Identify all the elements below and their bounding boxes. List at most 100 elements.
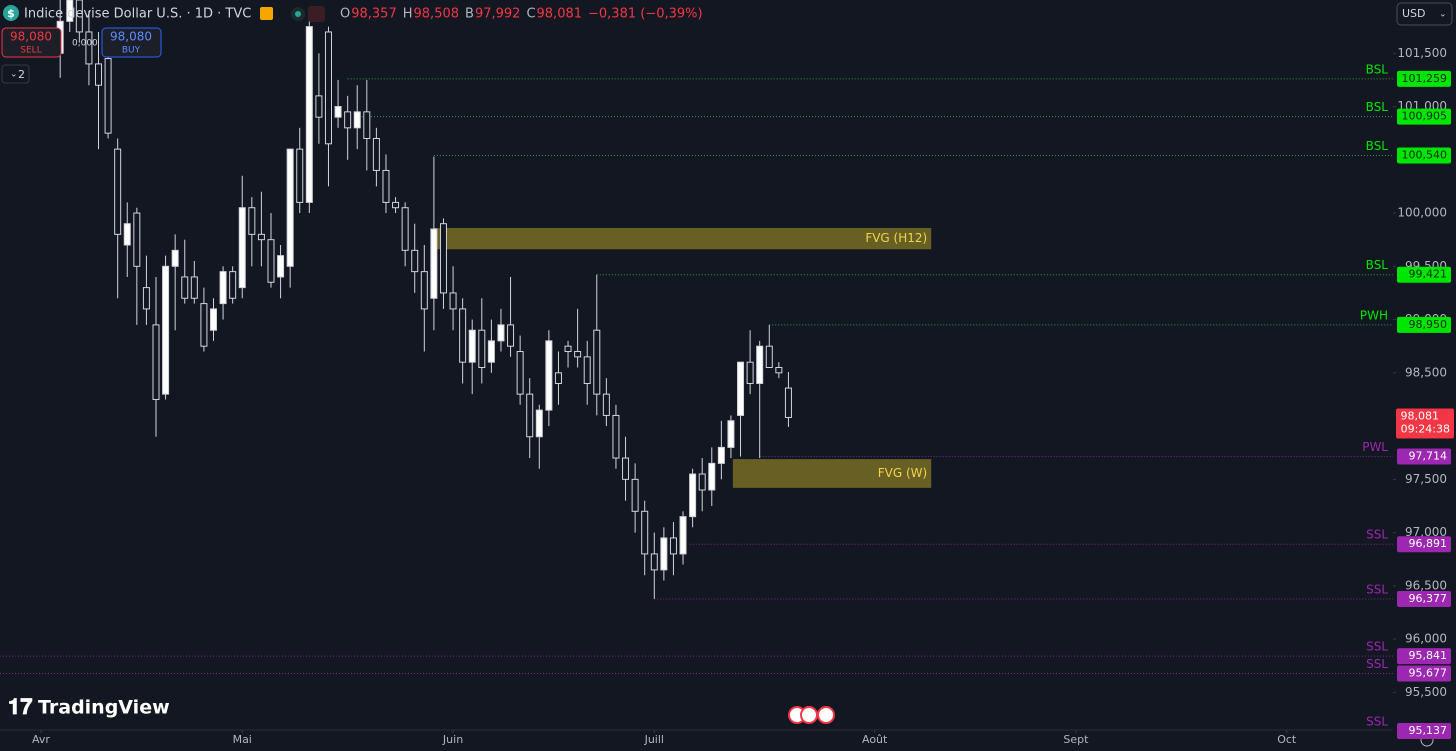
candle-body <box>209 308 217 331</box>
ohlc-key: H <box>403 7 413 22</box>
level-price: 97,714 <box>1409 450 1448 463</box>
spread: 0,000 <box>72 39 98 49</box>
candle-body <box>171 249 179 267</box>
level-price-box <box>1397 316 1451 333</box>
level-price: 100,905 <box>1402 110 1448 123</box>
level-price: 95,137 <box>1409 724 1448 737</box>
candle-body <box>66 0 74 22</box>
level-price-box <box>1397 723 1451 740</box>
candle-body <box>756 345 764 384</box>
fvg-label: FVG (W) <box>878 466 927 480</box>
candle-body <box>526 393 534 438</box>
candle-body <box>114 148 122 235</box>
level-name: SSL <box>1366 640 1388 654</box>
last-price-box <box>1396 408 1454 439</box>
y-tick-label: 101,500 <box>1397 46 1447 60</box>
level-name: BSL <box>1366 258 1389 272</box>
candle-body <box>784 387 792 418</box>
candle-body <box>123 223 131 246</box>
candle-body <box>382 169 390 203</box>
candle-body <box>95 63 103 86</box>
sell-price: 98,080 <box>10 30 52 44</box>
y-tick-label: 96,500 <box>1405 578 1447 592</box>
candle-body <box>334 106 342 118</box>
candle-body <box>497 324 505 342</box>
brand: TradingView <box>38 697 170 719</box>
candle-body <box>689 473 697 518</box>
plot-area: FVG (H12) FVG (W) BSL BSL BSL BSL PWH PWL SSL SSL… <box>0 0 1393 729</box>
y-tick-label: 95,500 <box>1405 685 1447 699</box>
candle-body <box>641 510 649 555</box>
level-price-box <box>1397 108 1451 125</box>
candle-body <box>631 478 639 512</box>
candle-body <box>401 207 409 251</box>
level-name: SSL <box>1366 582 1388 596</box>
candle-body <box>152 324 160 400</box>
toggle-chevron: ⌄ <box>10 70 18 80</box>
candle-body <box>238 207 246 289</box>
x-tick-label: Avr <box>32 733 50 746</box>
level-price: 98,950 <box>1409 318 1448 331</box>
candle-body <box>324 31 332 145</box>
x-tick-label: Oct <box>1277 733 1297 746</box>
level-name: BSL <box>1366 139 1389 153</box>
currency-button[interactable] <box>1396 2 1453 26</box>
candle-body <box>315 95 323 118</box>
brand-mark: 𝟏𝟕 <box>8 695 33 720</box>
y-tick-label: 98,500 <box>1405 365 1447 379</box>
level-price: 95,841 <box>1409 649 1448 662</box>
fvg-zone <box>433 227 932 250</box>
candle-body <box>277 255 285 278</box>
buy-button[interactable] <box>101 27 162 58</box>
candle-body <box>257 233 265 241</box>
fvg-label: FVG (H12) <box>865 231 927 245</box>
symbol-icon-glyph: $ <box>7 7 15 20</box>
currency: USD <box>1402 7 1426 20</box>
candle-body <box>286 148 294 267</box>
indicator-toggle[interactable] <box>1 64 30 84</box>
candle-body <box>439 223 447 294</box>
symbol-icon <box>3 5 19 21</box>
candle-body <box>622 457 630 480</box>
level-price-box <box>1397 665 1451 682</box>
x-tick-label: Sept <box>1063 733 1089 746</box>
event-icon[interactable] <box>800 706 818 724</box>
candle-body <box>727 420 735 448</box>
candle-body <box>296 148 304 203</box>
currency-chevron: ⌄ <box>1439 10 1447 20</box>
candle-body <box>717 446 725 464</box>
candle-body <box>411 249 419 273</box>
level-name: SSL <box>1366 528 1388 542</box>
level-price: 99,421 <box>1409 268 1448 281</box>
y-tick-label: 97,500 <box>1405 472 1447 486</box>
level-price-box <box>1397 70 1451 87</box>
candle-body <box>516 351 524 395</box>
buy-label: BUY <box>122 46 141 56</box>
candle-body <box>190 276 198 299</box>
candle-body <box>162 265 170 395</box>
last-price: 98,081 <box>1401 409 1440 422</box>
delay-icon <box>308 6 325 22</box>
candle-body <box>583 356 591 384</box>
sell-button[interactable] <box>1 27 62 58</box>
candle-body <box>392 201 400 209</box>
level-price-box <box>1397 590 1451 607</box>
ohlc-key: C <box>526 7 535 22</box>
candle-body <box>765 345 773 368</box>
candle-body <box>142 287 150 310</box>
candle-body <box>229 271 237 299</box>
ohlc-key: O <box>340 7 350 22</box>
ohlc-value: 98,357 <box>351 7 397 22</box>
candle-body <box>554 372 562 384</box>
y-tick-label: 96,000 <box>1405 632 1447 646</box>
event-icon[interactable] <box>817 706 835 724</box>
level-name: SSL <box>1366 657 1388 671</box>
level-price: 96,891 <box>1409 537 1448 550</box>
candle-body <box>669 537 677 555</box>
candle-body <box>535 409 543 438</box>
candle-body <box>219 271 227 305</box>
level-price-box <box>1397 448 1451 465</box>
y-tick-label: 97,000 <box>1405 525 1447 539</box>
candle-body <box>449 292 457 310</box>
